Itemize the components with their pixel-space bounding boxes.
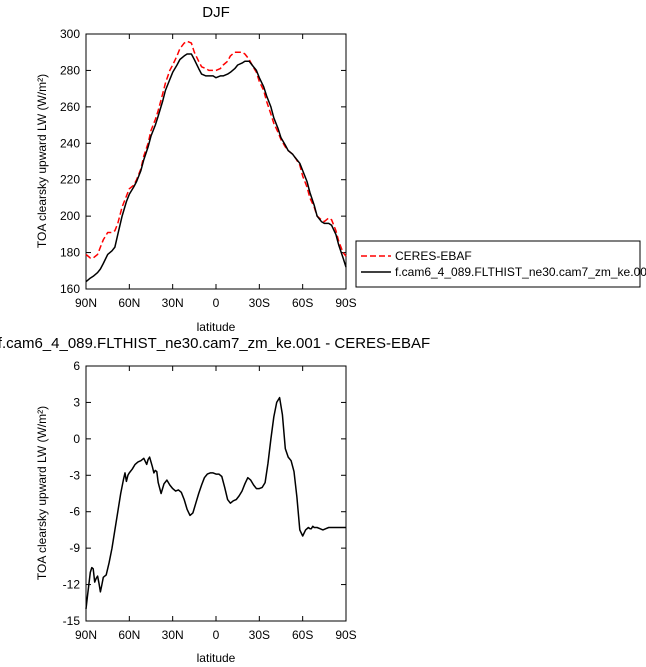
top-ytick-label: 160 (60, 282, 80, 296)
legend-box (355, 240, 641, 288)
bottom-y-axis-label: TOA clearsky upward LW (W/m²) (35, 406, 49, 580)
legend-label-model: f.cam6_4_089.FLTHIST_ne30.cam7_zm_ke.001 (395, 265, 646, 279)
top-xtick-label: 0 (213, 296, 220, 310)
bottom-x-axis-label: latitude (197, 651, 236, 665)
top-series-line-ceres-ebaf (85, 40, 347, 259)
top-ytick-label: 260 (60, 100, 80, 114)
legend-label-ceres: CERES-EBAF (395, 249, 472, 263)
top-plot-frame (85, 33, 347, 290)
top-xtick-label: 90N (75, 296, 97, 310)
bottom-ytick-label: -12 (63, 578, 81, 592)
top-y-axis-label: TOA clearsky upward LW (W/m²) (35, 74, 49, 248)
top-xtick-label: 90S (335, 296, 356, 310)
top-ytick-label: 280 (60, 63, 80, 77)
top-ytick-label: 180 (60, 246, 80, 260)
bottom-series-line-difference (85, 396, 346, 609)
bottom-panel: f.cam6_4_089.FLTHIST_ne30.cam7_zm_ke.001… (0, 335, 430, 665)
bottom-ytick-label: -9 (69, 541, 80, 555)
top-ytick-label: 220 (60, 173, 80, 187)
top-xtick-label: 60N (118, 296, 140, 310)
legend: CERES-EBAF f.cam6_4_089.FLTHIST_ne30.cam… (355, 240, 646, 288)
bottom-xtick-label: 60S (292, 628, 313, 642)
bottom-xtick-label: 30N (162, 628, 184, 642)
top-ytick-label: 200 (60, 209, 80, 223)
bottom-chart-title: f.cam6_4_089.FLTHIST_ne30.cam7_zm_ke.001… (0, 335, 430, 352)
bottom-xtick-label: 90N (75, 628, 97, 642)
top-x-axis-label: latitude (197, 320, 236, 334)
top-ytick-label: 240 (60, 136, 80, 150)
top-xtick-label: 30S (249, 296, 270, 310)
top-panel: DJF 160 180 200 220 240 260 280 300 90N 60N 30N 0 3… (35, 4, 646, 334)
top-chart-title: DJF (202, 4, 230, 21)
top-ytick-label: 300 (60, 27, 80, 41)
bottom-ytick-label: -3 (69, 468, 80, 482)
bottom-ytick-label: -15 (63, 614, 81, 628)
bottom-xtick-label: 60N (118, 628, 140, 642)
bottom-xtick-label: 30S (249, 628, 270, 642)
bottom-xtick-label: 0 (213, 628, 220, 642)
bottom-xtick-label: 90S (335, 628, 356, 642)
top-series-line-f-cam6-4-089-flthist-ne30-cam7-zm-ke-001 (85, 53, 347, 283)
bottom-ytick-label: 0 (73, 432, 80, 446)
bottom-ytick-label: 6 (73, 359, 80, 373)
bottom-plot-frame (85, 365, 347, 622)
bottom-ytick-label: -6 (69, 505, 80, 519)
top-xtick-label: 30N (162, 296, 184, 310)
bottom-ytick-label: 3 (73, 395, 80, 409)
top-xtick-label: 60S (292, 296, 313, 310)
